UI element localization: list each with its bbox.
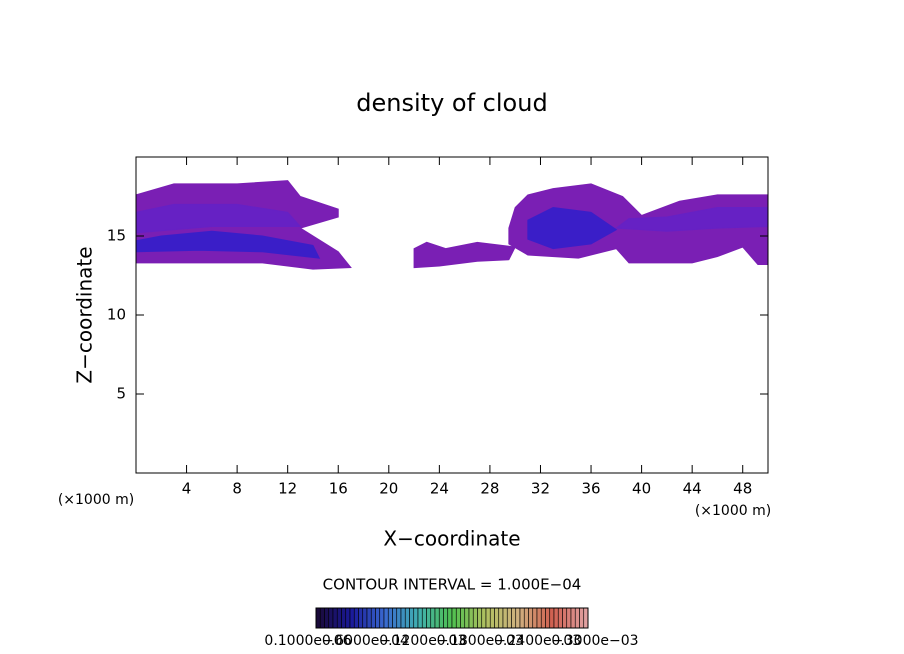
- y-tick-label: 10: [107, 306, 126, 324]
- colorbar-cell: [434, 607, 440, 629]
- colorbar-label: 0.1200e−03: [379, 633, 466, 649]
- colorbar-cell: [472, 607, 478, 629]
- colorbar-cell: [562, 607, 568, 629]
- x-tick-label: 44: [683, 480, 702, 498]
- colorbar-cell: [426, 607, 432, 629]
- colorbar-cell: [358, 607, 364, 629]
- colorbar-cell: [366, 607, 372, 629]
- colorbar-cell: [392, 607, 398, 629]
- x-tick-label: 8: [232, 480, 242, 498]
- x-tick-label: 48: [733, 480, 752, 498]
- colorbar-cell: [362, 607, 368, 629]
- y-tick-label: 15: [107, 227, 126, 245]
- colorbar-cell: [489, 607, 495, 629]
- colorbar-cell: [502, 607, 508, 629]
- y-tick-label: 5: [116, 385, 126, 403]
- colorbar-cell: [332, 607, 338, 629]
- colorbar-label: 0.2400e−03: [494, 633, 581, 649]
- cloud-region: [527, 207, 618, 250]
- colorbar-cell: [528, 607, 534, 629]
- colorbar-cell: [460, 607, 466, 629]
- colorbar-cell: [421, 607, 427, 629]
- colorbar-cell: [498, 607, 504, 629]
- x-tick-label: 24: [430, 480, 449, 498]
- cloud-region: [413, 241, 516, 269]
- x-tick-label: 12: [278, 480, 297, 498]
- colorbar-cell: [549, 607, 555, 629]
- colorbar-cell: [485, 607, 491, 629]
- colorbar-cell: [455, 607, 461, 629]
- x-tick-label: 28: [480, 480, 499, 498]
- colorbar-cell: [570, 607, 576, 629]
- colorbar-cell: [468, 607, 474, 629]
- colorbar-cell: [375, 607, 381, 629]
- colorbar-cell: [353, 607, 359, 629]
- colorbar-label: 0.6000e−04: [322, 633, 409, 649]
- contour-interval: CONTOUR INTERVAL = 1.000E−04: [323, 576, 582, 594]
- x-tick-label: 4: [182, 480, 192, 498]
- colorbar-cell: [319, 607, 325, 629]
- cloud-region: [135, 230, 321, 259]
- colorbar-cell: [545, 607, 551, 629]
- colorbar-cell: [566, 607, 572, 629]
- colorbar-cell: [536, 607, 542, 629]
- colorbar-cell: [336, 607, 342, 629]
- x-axis-title: X−coordinate: [383, 527, 520, 551]
- colorbar-cell: [341, 607, 347, 629]
- colorbar-cell: [477, 607, 483, 629]
- colorbar-cell: [396, 607, 402, 629]
- colorbar-cell: [447, 607, 453, 629]
- colorbar-label: 0.1800e−03: [437, 633, 524, 649]
- cloud-region: [135, 203, 302, 234]
- colorbar-cell: [315, 607, 321, 629]
- colorbar-cell: [409, 607, 415, 629]
- x-tick-label: 20: [379, 480, 398, 498]
- colorbar-cell: [506, 607, 512, 629]
- x-tick-label: 32: [531, 480, 550, 498]
- x-unit: (×1000 m): [695, 503, 771, 519]
- colorbar-cell: [349, 607, 355, 629]
- x-tick-label: 36: [581, 480, 600, 498]
- colorbar-cell: [379, 607, 385, 629]
- colorbar-cell: [400, 607, 406, 629]
- colorbar-frame: [315, 607, 589, 629]
- colorbar-cell: [519, 607, 525, 629]
- colorbar-cell: [387, 607, 393, 629]
- colorbar-cell: [494, 607, 500, 629]
- colorbar-cell: [579, 607, 585, 629]
- chart-title: density of cloud: [356, 89, 547, 117]
- colorbar-cell: [370, 607, 376, 629]
- colorbar-cell: [574, 607, 580, 629]
- y-axis-title: Z−coordinate: [73, 246, 97, 383]
- colorbar-cell: [324, 607, 330, 629]
- colorbar-cell: [451, 607, 457, 629]
- colorbar-cell: [583, 607, 589, 629]
- colorbar-cell: [417, 607, 423, 629]
- colorbar-cell: [464, 607, 470, 629]
- colorbar-label: 0.3000e−03: [551, 633, 638, 649]
- y-unit: (×1000 m): [58, 492, 134, 508]
- colorbar-cell: [413, 607, 419, 629]
- colorbar-cell: [553, 607, 559, 629]
- colorbar-cell: [345, 607, 351, 629]
- colorbar-cell: [404, 607, 410, 629]
- x-tick-label: 40: [632, 480, 651, 498]
- colorbar-cell: [523, 607, 529, 629]
- colorbar-cell: [511, 607, 517, 629]
- colorbar-cell: [532, 607, 538, 629]
- colorbar-cell: [540, 607, 546, 629]
- colorbar-cell: [481, 607, 487, 629]
- colorbar-label: 0.1000e−06: [264, 633, 351, 649]
- colorbar-cell: [430, 607, 436, 629]
- colorbar-cell: [557, 607, 563, 629]
- colorbar-cell: [515, 607, 521, 629]
- colorbar-cell: [383, 607, 389, 629]
- x-tick-label: 16: [329, 480, 348, 498]
- colorbar-cell: [328, 607, 334, 629]
- colorbar-cell: [443, 607, 449, 629]
- colorbar-cell: [438, 607, 444, 629]
